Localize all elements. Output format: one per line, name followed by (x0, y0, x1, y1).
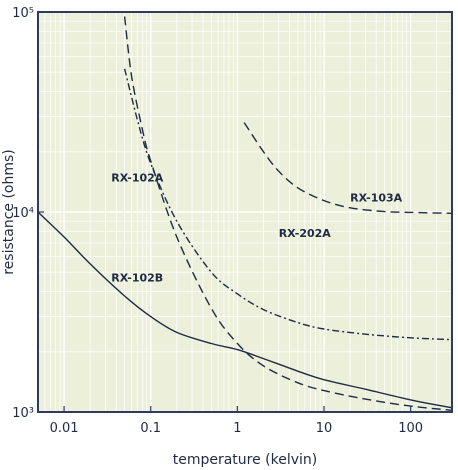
x-axis-ticks: 0.01 0.1 1 10 100 (50, 406, 423, 436)
series-label-rx-102a: RX-102A (111, 172, 164, 185)
series-line-rx-202a (123, 68, 453, 341)
y-tick-label: 10³ (12, 406, 34, 421)
x-tick-label: 1 (233, 421, 241, 436)
series-label-rx-202a: RX-202A (279, 227, 332, 240)
series-line-rx-103a (243, 122, 453, 214)
y-tick-label: 10⁴ (12, 206, 34, 221)
y-axis-ticks: 10³ 10⁴ 10⁵ (12, 6, 44, 421)
x-tick-label: 0.01 (50, 421, 79, 436)
y-axis-title: resistance (ohms) (1, 149, 17, 275)
series-labels: RX-102A RX-202A RX-103A RX-102B (111, 172, 402, 285)
x-axis-title: temperature (kelvin) (173, 452, 318, 468)
series-group (37, 16, 453, 411)
series-line-rx-102a (123, 16, 453, 411)
y-tick-label: 10⁵ (12, 6, 34, 21)
series-label-rx-102b: RX-102B (111, 271, 163, 284)
series-line-rx-102b (37, 211, 453, 409)
x-tick-label: 100 (398, 421, 423, 436)
x-tick-label: 0.1 (140, 421, 161, 436)
x-tick-label: 10 (316, 421, 333, 436)
series-label-rx-103a: RX-103A (350, 191, 403, 204)
